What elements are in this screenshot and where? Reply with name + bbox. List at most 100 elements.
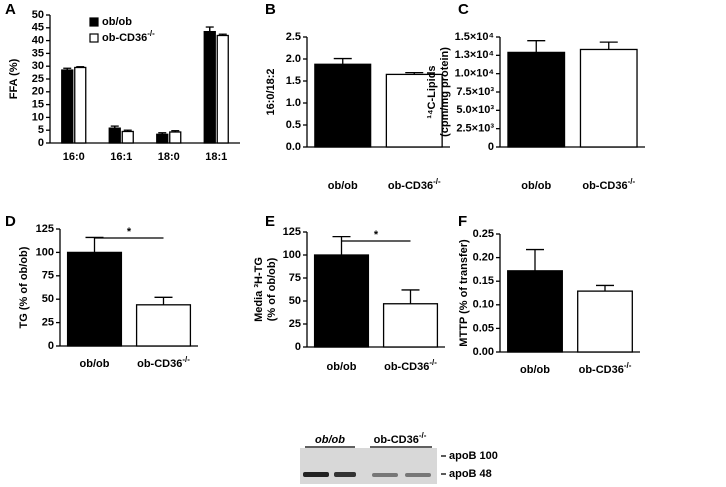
error-bar	[158, 132, 167, 135]
error-bar	[401, 289, 420, 304]
blot-band	[372, 473, 398, 477]
y-tick-label: 5	[38, 124, 44, 136]
y-tick-label: 25	[289, 318, 301, 330]
panel-letter: A	[5, 1, 16, 18]
bar	[135, 304, 192, 347]
bar	[203, 30, 216, 144]
x-tick-label: ob/ob	[521, 180, 551, 192]
y-tick-label: 25	[32, 73, 44, 85]
error-bar	[333, 57, 352, 65]
bar	[121, 130, 134, 144]
blot-band	[405, 473, 431, 477]
y-tick-label: 2.5×10³	[456, 123, 494, 135]
y-tick-label: 125	[283, 226, 301, 238]
y-tick-label: 2.5	[286, 31, 301, 43]
error-bar	[154, 296, 173, 305]
significance-mark: *	[374, 229, 379, 241]
blot-band	[303, 472, 329, 477]
bar	[108, 127, 121, 144]
bar	[216, 34, 229, 144]
blot-group: ob-CD36-/-	[374, 431, 427, 446]
y-tick-label: 0.00	[473, 346, 494, 358]
y-tick-label: 75	[42, 270, 54, 282]
error-bar	[205, 26, 214, 32]
y-tick-label: 0.25	[473, 228, 494, 240]
y-tick-label: 0.20	[473, 252, 494, 264]
bar	[74, 66, 87, 144]
panel-letter: D	[5, 213, 16, 230]
bar	[61, 69, 74, 144]
y-axis-label: Media ³H-TG	[253, 257, 265, 322]
y-tick-label: 0	[48, 340, 54, 352]
y-axis-label: ¹⁴C-Lipids	[426, 65, 438, 118]
error-bar	[526, 248, 544, 271]
panel-letter: B	[265, 1, 276, 18]
y-tick-label: 20	[32, 86, 44, 98]
y-tick-label: 50	[32, 9, 44, 21]
panel-letter: C	[458, 1, 469, 18]
y-tick-label: 15	[32, 99, 44, 111]
error-bar	[123, 129, 132, 132]
blot-group: ob/ob	[315, 434, 345, 446]
bar	[156, 133, 169, 144]
y-tick-label: 2.0	[286, 53, 301, 65]
legend-swatch	[89, 33, 99, 43]
y-tick-label: 30	[32, 60, 44, 72]
y-tick-label: 0.5	[286, 119, 301, 131]
x-tick-label: ob/ob	[80, 358, 110, 370]
x-tick-label: 18:1	[205, 151, 227, 163]
y-tick-label: 35	[32, 47, 44, 59]
x-tick-label: 16:0	[63, 151, 85, 163]
blot-band-label: apoB 48	[449, 468, 492, 480]
error-bar	[110, 125, 119, 129]
y-tick-label: 0.10	[473, 299, 494, 311]
panel-letter: F	[458, 213, 467, 230]
error-bar	[596, 284, 614, 292]
x-tick-label: ob/ob	[520, 364, 550, 376]
x-tick-label: ob-CD36-/-	[384, 358, 437, 373]
y-tick-label: 1.3×10⁴	[455, 49, 494, 61]
bar	[382, 303, 439, 348]
bar	[313, 254, 370, 348]
y-tick-label: 45	[32, 22, 44, 34]
y-tick-label: 0	[38, 137, 44, 149]
bar	[507, 270, 563, 353]
blot-image	[300, 448, 437, 484]
y-tick-label: 0	[295, 341, 301, 353]
y-tick-label: 40	[32, 35, 44, 47]
y-tick-label: 10	[32, 111, 44, 123]
bar	[314, 63, 372, 148]
significance-mark: *	[127, 226, 132, 238]
y-tick-label: 75	[289, 272, 301, 284]
y-tick-label: 0.15	[473, 275, 494, 287]
y-tick-label: 0.05	[473, 322, 494, 334]
y-tick-label: 125	[36, 223, 54, 235]
y-axis-label: FFA (%)	[8, 58, 20, 99]
error-bar	[76, 66, 85, 68]
blot-band-label: apoB 100	[449, 450, 498, 462]
y-tick-label: 100	[36, 246, 54, 258]
y-axis-label: MTTP (% of transfer)	[458, 239, 470, 347]
bar	[385, 73, 443, 148]
blot-band	[334, 472, 356, 477]
y-tick-label: 7.5×10³	[456, 86, 494, 98]
y-axis-label: 16:0/18:2	[265, 68, 277, 115]
y-tick-label: 0.0	[286, 141, 301, 153]
y-tick-label: 1.5×10⁴	[455, 31, 494, 43]
y-tick-label: 1.0	[286, 97, 301, 109]
y-tick-label: 5.0×10³	[456, 104, 494, 116]
x-tick-label: ob/ob	[327, 361, 357, 373]
bar	[577, 290, 633, 353]
y-axis-label: (cpm/mg protein)	[439, 47, 451, 137]
x-tick-label: 18:0	[158, 151, 180, 163]
x-tick-label: ob-CD36-/-	[582, 177, 635, 192]
y-axis-label: (% of ob/ob)	[266, 257, 278, 321]
y-tick-label: 25	[42, 317, 54, 329]
y-tick-label: 1.0×10⁴	[455, 68, 494, 80]
x-tick-label: ob-CD36-/-	[137, 355, 190, 370]
bar	[169, 131, 182, 144]
error-bar	[85, 236, 104, 253]
legend-swatch	[89, 17, 99, 27]
y-tick-label: 1.5	[286, 75, 301, 87]
